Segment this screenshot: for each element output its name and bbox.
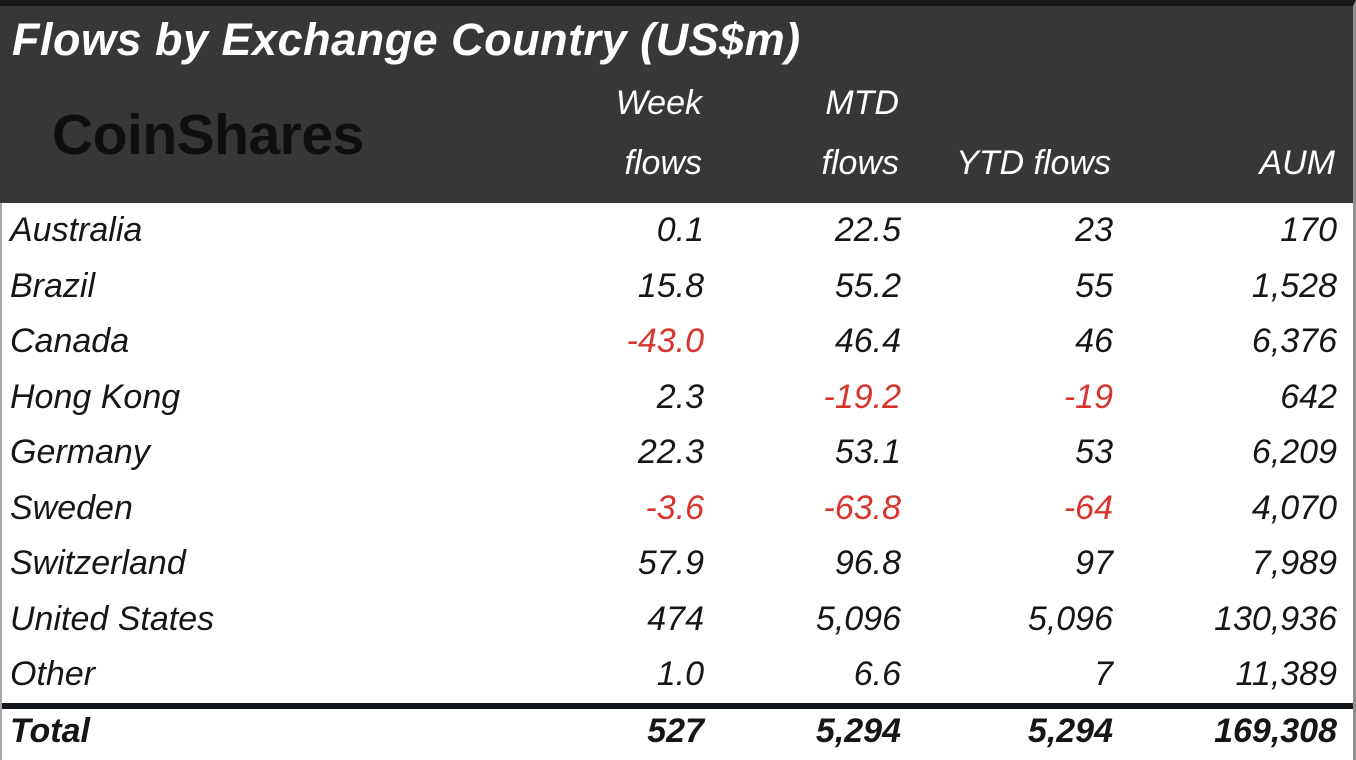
week-flows-value: -43.0 [626, 322, 705, 361]
column-header-ytd-flows: YTD flows [956, 144, 1111, 182]
week-flows-value: 22.3 [637, 433, 704, 472]
table-row: Canada -43.0 46.4 46 6,376 [2, 314, 1353, 370]
mtd-flows-value: -63.8 [823, 488, 902, 527]
total-week-flows: 527 [647, 711, 704, 750]
column-header-aum: AUM [1259, 144, 1335, 182]
mtd-flows-value: 5,096 [815, 599, 901, 638]
country-name: Germany [10, 433, 150, 472]
aum-value: 170 [1280, 211, 1337, 250]
mtd-flows-value: 46.4 [834, 322, 901, 361]
mtd-flows-value: 22.5 [834, 211, 901, 250]
country-name: Other [10, 655, 96, 694]
ytd-flows-value: 46 [1075, 322, 1113, 361]
week-flows-value: 0.1 [656, 211, 704, 250]
country-name: Hong Kong [10, 377, 181, 416]
week-flows-value: 15.8 [637, 266, 704, 305]
country-rows: Australia 0.1 22.5 23 170 Brazil 15.8 55… [2, 203, 1353, 703]
aum-value: 4,070 [1251, 488, 1337, 527]
table-row: Germany 22.3 53.1 53 6,209 [2, 425, 1353, 481]
country-name: Switzerland [10, 544, 186, 583]
mtd-flows-value: 6.6 [853, 655, 901, 694]
mtd-flows-value: 96.8 [834, 544, 901, 583]
total-mtd-flows: 5,294 [815, 711, 901, 750]
aum-value: 11,389 [1235, 655, 1337, 694]
ytd-flows-value: -64 [1063, 488, 1113, 527]
total-label: Total [10, 711, 90, 750]
table-row: Hong Kong 2.3 -19.2 -19 642 [2, 370, 1353, 426]
mtd-flows-value: -19.2 [823, 377, 902, 416]
table-row: Brazil 15.8 55.2 55 1,528 [2, 259, 1353, 315]
mtd-flows-value: 55.2 [834, 266, 901, 305]
header-right-pad [1335, 66, 1353, 203]
column-header-mtd-flows: MTD flows [821, 84, 899, 182]
table-row: Switzerland 57.9 96.8 97 7,989 [2, 536, 1353, 592]
total-aum: 169,308 [1214, 711, 1337, 750]
total-ytd-flows: 5,294 [1027, 711, 1113, 750]
ytd-flows-value: 55 [1075, 266, 1113, 305]
coinshares-logo: CoinShares [52, 102, 364, 167]
aum-value: 642 [1280, 377, 1337, 416]
column-header-row: CoinShares Week flows MTD flows YTD flow… [0, 66, 1353, 203]
table-row: Other 1.0 6.6 7 11,389 [2, 647, 1353, 703]
ytd-flows-value: -19 [1063, 377, 1113, 416]
total-row: Total 527 5,294 5,294 169,308 [2, 702, 1353, 754]
ytd-flows-value: 5,096 [1027, 599, 1113, 638]
ytd-flows-value: 97 [1075, 544, 1113, 583]
country-name: Australia [10, 211, 143, 250]
column-header-week-flows: Week flows [615, 84, 702, 182]
week-flows-value: 474 [647, 599, 704, 638]
country-name: Canada [10, 322, 130, 361]
brand-cell: CoinShares [0, 66, 518, 203]
ytd-flows-value: 53 [1075, 433, 1113, 472]
table-row: Sweden -3.6 -63.8 -64 4,070 [2, 481, 1353, 537]
aum-value: 1,528 [1251, 266, 1337, 305]
aum-value: 6,209 [1251, 433, 1337, 472]
table-row: Australia 0.1 22.5 23 170 [2, 203, 1353, 259]
table-header: Flows by Exchange Country (US$m) CoinSha… [0, 6, 1353, 203]
figure-title: Flows by Exchange Country (US$m) [12, 14, 801, 65]
ytd-flows-value: 7 [1094, 655, 1113, 694]
country-name: Brazil [10, 266, 96, 305]
week-flows-value: 1.0 [656, 655, 704, 694]
week-flows-value: 57.9 [637, 544, 704, 583]
week-flows-value: 2.3 [656, 377, 704, 416]
ytd-flows-value: 23 [1075, 211, 1113, 250]
mtd-flows-value: 53.1 [834, 433, 901, 472]
aum-value: 130,936 [1214, 599, 1337, 638]
aum-value: 6,376 [1251, 322, 1337, 361]
aum-value: 7,989 [1251, 544, 1337, 583]
week-flows-value: -3.6 [645, 488, 704, 527]
country-name: Sweden [10, 488, 133, 527]
country-name: United States [10, 599, 215, 638]
table-row: United States 474 5,096 5,096 130,936 [2, 592, 1353, 648]
table-body: Australia 0.1 22.5 23 170 Brazil 15.8 55… [0, 203, 1353, 760]
